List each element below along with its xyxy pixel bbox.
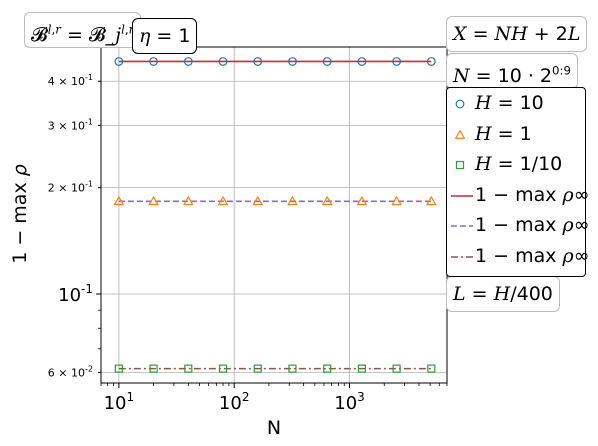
data-point [113, 195, 125, 206]
legend-marker [454, 128, 466, 139]
x-axis-label: N [267, 417, 281, 439]
data-point [323, 364, 332, 373]
y-tick-label: 3 × 10-1 [48, 117, 93, 132]
legend-item: 1 − max ρ∞ [447, 183, 590, 209]
plot-frame [100, 46, 448, 384]
data-point [322, 57, 332, 66]
data-point [217, 195, 229, 206]
data-point [114, 364, 123, 373]
data-point [426, 57, 436, 66]
data-point [321, 195, 333, 206]
legend-swatch [451, 194, 473, 197]
l-definition-annotation: L = H/400 [446, 276, 560, 312]
data-point [253, 57, 263, 66]
legend-label: H = 1/10 [475, 153, 563, 175]
data-point [218, 57, 228, 66]
data-point [148, 195, 159, 206]
legend-item: H = 10 [447, 91, 587, 117]
y-axis-label: 1 − max ρ [9, 164, 31, 264]
legend-label: H = 1 [475, 122, 532, 145]
x-tick-label: 102 [219, 390, 250, 414]
x-definition-annotation: X = NH + 2L [446, 16, 588, 52]
data-point [356, 195, 368, 206]
legend-swatch [455, 99, 465, 109]
x-tick-label: 101 [104, 390, 135, 414]
data-point [357, 364, 366, 373]
data-point [287, 195, 298, 206]
data-point [218, 364, 228, 373]
data-point [182, 195, 194, 206]
legend-swatch [451, 225, 473, 227]
legend-item: 1 − max ρ∞ [447, 213, 590, 239]
basis-annotation: 𝓑l,r = 𝓑_jl,r [24, 12, 142, 48]
x-tick-label: 103 [334, 390, 365, 414]
data-point [149, 364, 158, 373]
reference-lines [118, 60, 432, 370]
data-point [253, 364, 262, 373]
data-point [427, 364, 436, 373]
data-point [426, 195, 437, 206]
y-tick-label: 4 × 10-1 [48, 73, 93, 88]
grid-lines [101, 47, 447, 383]
legend-item: H = 1 [447, 122, 587, 148]
legend-item: H = 1/10 [447, 152, 587, 178]
data-point [114, 57, 124, 66]
data-point [149, 57, 158, 66]
data-point [288, 364, 297, 373]
legend: H = 10 H = 1 H = 1/10 1 − max ρ∞ 1 − max ρ∞ 1… [446, 87, 590, 277]
data-point [392, 57, 402, 66]
y-tick-label: 6 × 10-2 [48, 364, 93, 379]
n-definition-annotation: N = 10 · 20:9 [446, 53, 578, 89]
data-point [183, 57, 193, 66]
legend-marker [455, 160, 465, 170]
y-tick-label: 10-1 [58, 282, 93, 306]
data-point [252, 195, 264, 206]
legend-marker [455, 99, 465, 109]
eta-annotation: η = 1 [132, 18, 198, 54]
data-point [391, 195, 402, 206]
legend-label: 1 − max ρ∞ [475, 183, 590, 206]
legend-label: 1 − max ρ∞ [475, 214, 590, 236]
legend-label: H = 10 [475, 92, 544, 114]
data-markers [113, 57, 437, 373]
legend-swatch [451, 255, 473, 258]
data-point [288, 57, 297, 66]
data-point [392, 364, 401, 373]
data-point [184, 364, 193, 373]
legend-label: 1 − max ρ∞ [475, 244, 590, 267]
legend-item: 1 − max ρ∞ [447, 244, 590, 270]
data-point [357, 57, 367, 66]
legend-swatch [455, 160, 465, 170]
axis-ticks: 101 102 103 4 × 10-1 3 × 10-1 2 × 10-1 10-1 6 ×… [48, 73, 448, 414]
y-tick-label: 2 × 10-1 [48, 180, 93, 195]
legend-swatch [454, 128, 466, 139]
